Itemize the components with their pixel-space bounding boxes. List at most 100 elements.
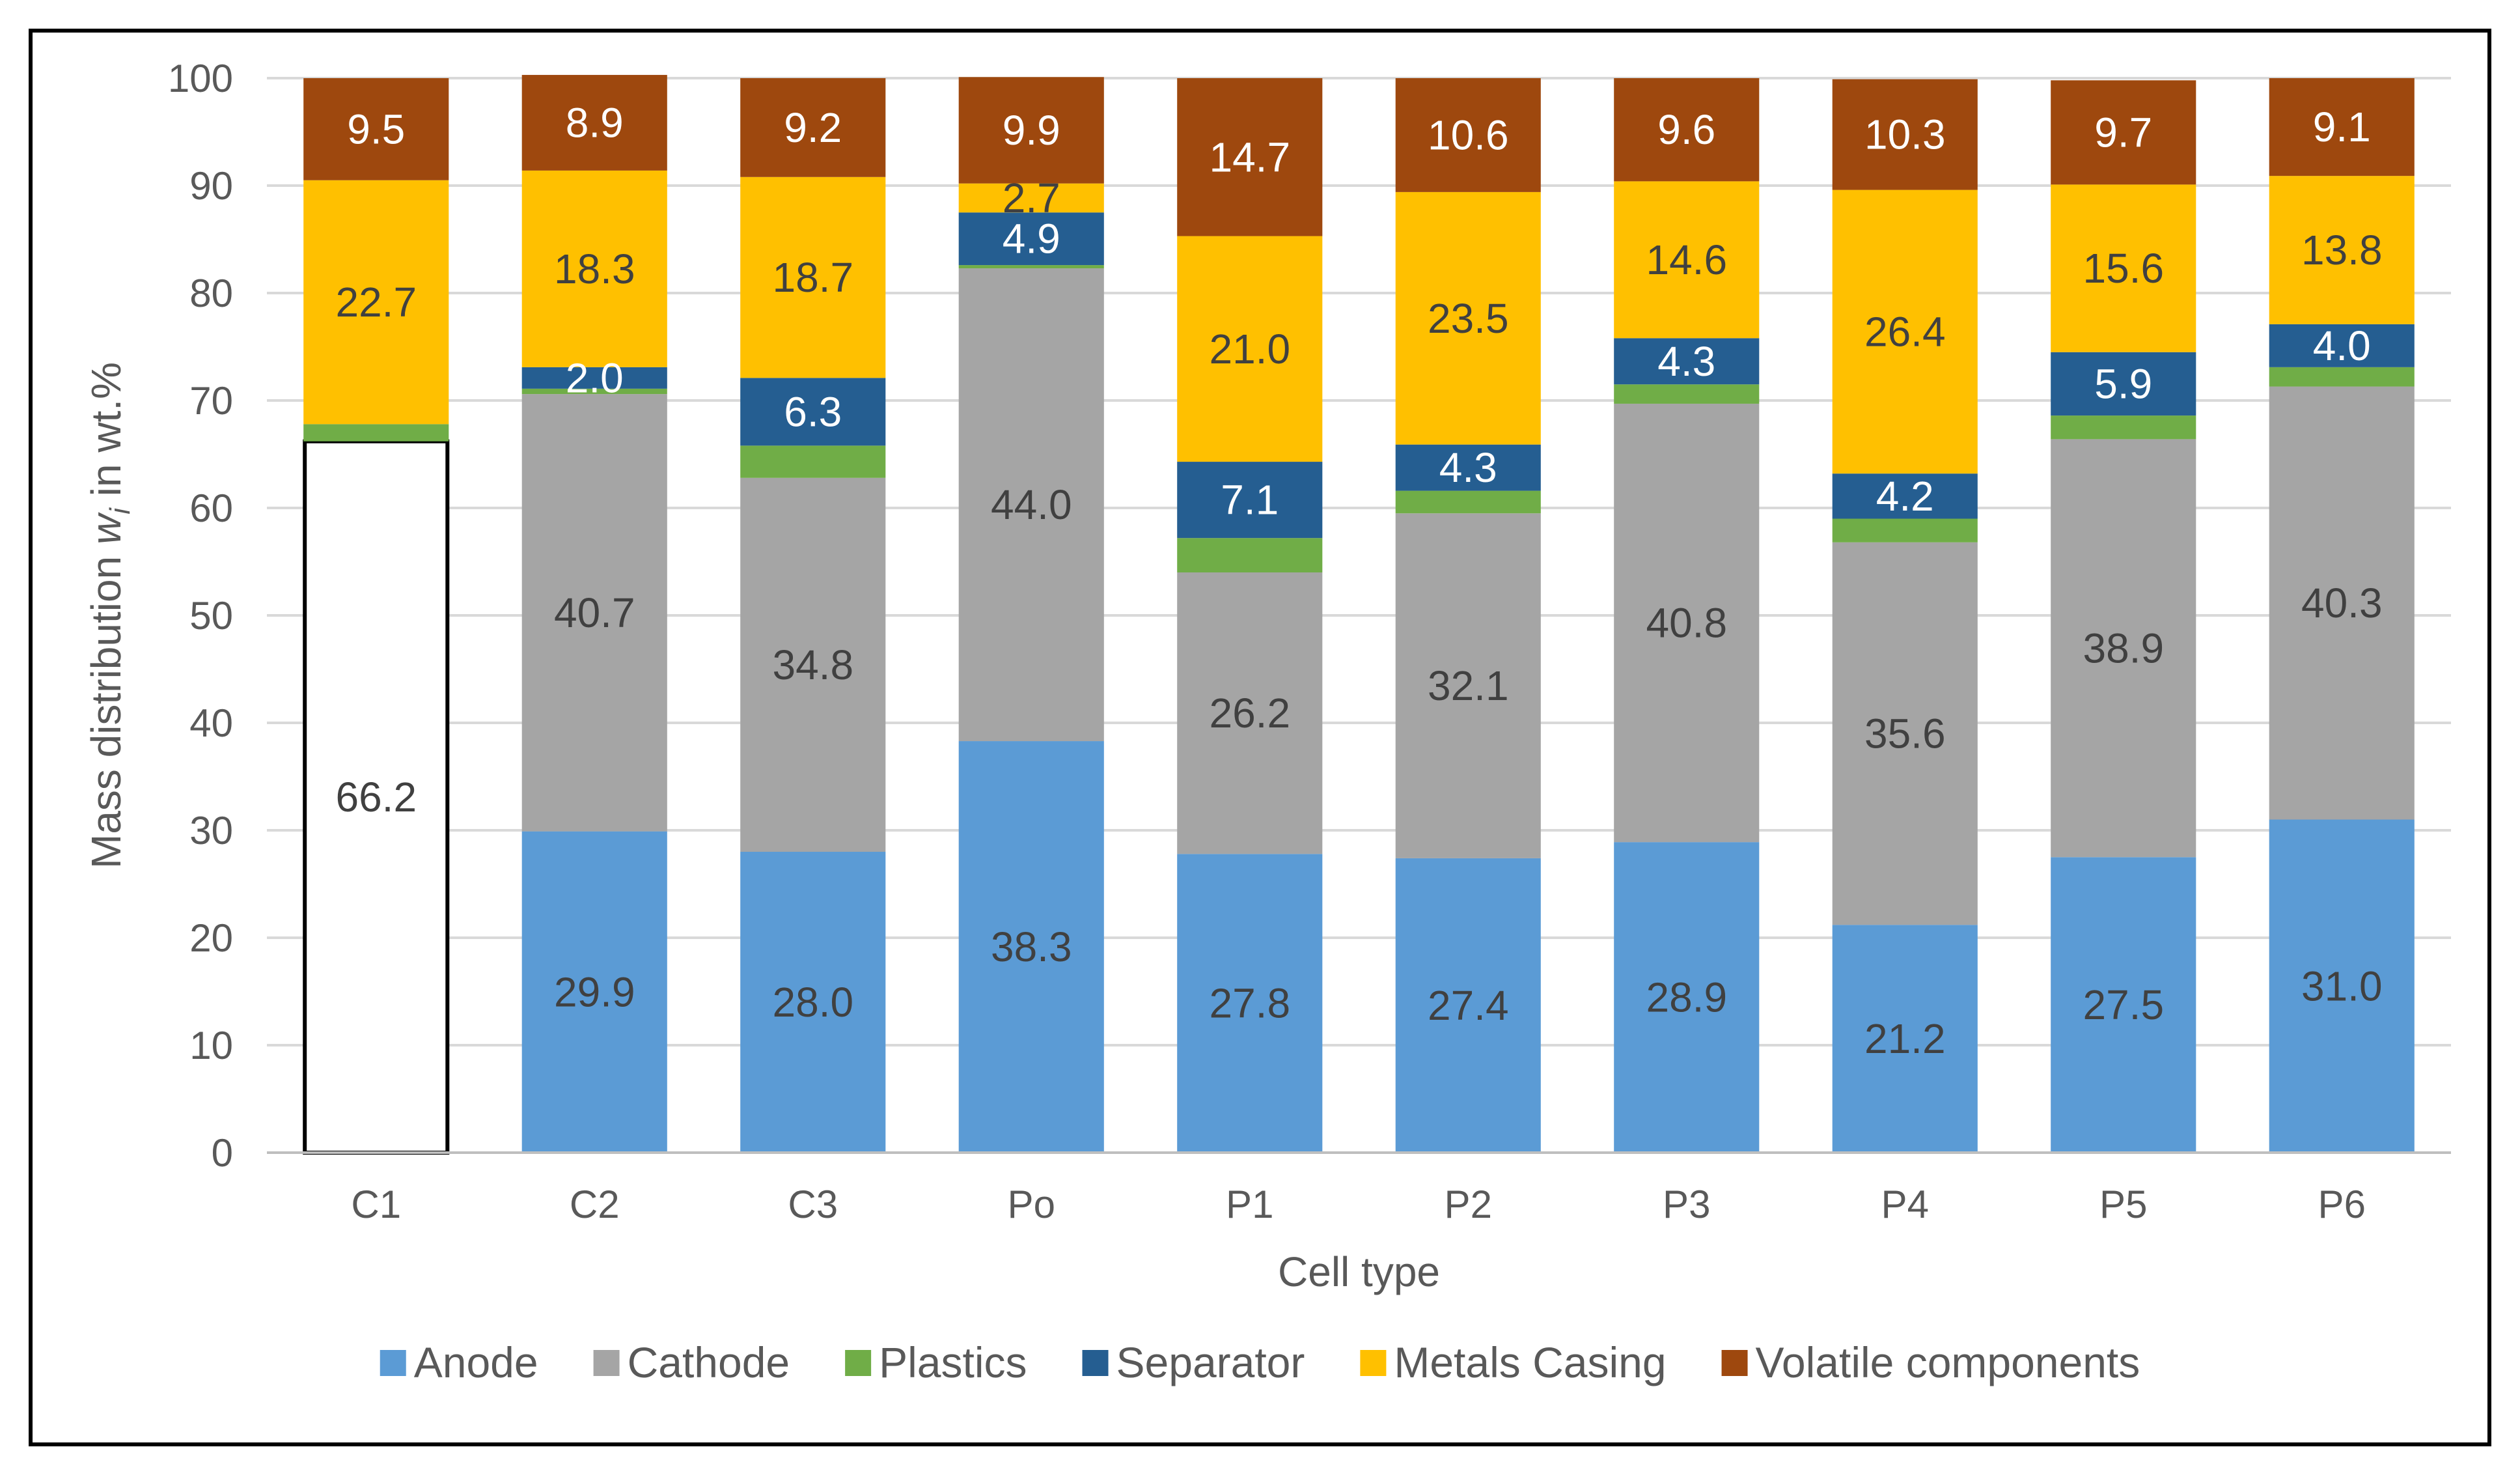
data-label: 40.7: [554, 589, 635, 636]
x-tick-label: P3: [1663, 1183, 1710, 1226]
legend-swatch: [1360, 1350, 1387, 1376]
bar-segment-metals-casing: [958, 183, 1104, 213]
bar-segment-plastics: [1614, 384, 1760, 404]
data-label: 27.4: [1428, 982, 1509, 1029]
x-tick-label: P2: [1445, 1183, 1492, 1226]
y-tick-label: 0: [212, 1131, 233, 1175]
bar-segment-volatile-components: [740, 78, 886, 177]
data-label: 31.0: [2301, 962, 2383, 1009]
bar-segment-volatile-components: [1395, 78, 1541, 192]
bar-segment-metals-casing: [2051, 184, 2196, 352]
bar-segment-plastics: [1832, 518, 1978, 542]
legend-label: Cathode: [628, 1338, 790, 1386]
bar-segment-plastics: [2269, 367, 2415, 387]
bar-segment-anode: [521, 831, 667, 1153]
bar-segment-volatile-components: [958, 77, 1104, 184]
data-label: 29.9: [554, 968, 635, 1015]
bar-segment-cathode: [2051, 439, 2196, 858]
data-label: 40.3: [2301, 580, 2383, 626]
bar-segment-separator: [2051, 352, 2196, 416]
data-label: 18.3: [554, 246, 635, 292]
data-label: 21.0: [1209, 326, 1290, 372]
data-label: 34.8: [772, 641, 853, 688]
legend-swatch: [380, 1350, 406, 1376]
data-label: 4.3: [1657, 338, 1715, 385]
data-label: 9.5: [347, 105, 405, 152]
bar-segment-metals-casing: [2269, 176, 2415, 324]
bar-segment-metals-casing: [740, 176, 886, 378]
data-labels: 66.2 22.7 9.5 29.9 40.7 2.0 18.3 8.9 28.0 34.8 6.3…: [335, 99, 2382, 1062]
data-label: 40.8: [1646, 600, 1727, 647]
bar-segment-metals-casing: [1395, 191, 1541, 445]
data-label: 14.6: [1646, 236, 1727, 283]
bar-segment-separator: [958, 212, 1104, 266]
y-tick-label: 60: [189, 486, 233, 530]
bar-segment-volatile-components: [2051, 80, 2196, 185]
bar-segment-metals-casing: [521, 170, 667, 367]
data-label: 10.6: [1428, 111, 1509, 158]
bar-segment-plastics: [2051, 415, 2196, 440]
bar-segment-plastics: [521, 388, 667, 395]
bar-segment-anode: [740, 852, 886, 1153]
bar-segment-cathode: [2269, 386, 2415, 820]
bar-segment-volatile-components: [1832, 79, 1978, 190]
bar-segment-plastics: [1395, 490, 1541, 514]
data-label: 5.9: [2094, 360, 2152, 407]
legend-swatch: [1721, 1350, 1748, 1376]
data-label: 8.9: [566, 99, 624, 146]
bar-segment-separator: [1395, 444, 1541, 491]
data-label: 32.1: [1428, 662, 1509, 709]
bar-segment-metals-casing: [303, 180, 449, 425]
bar-segment-metals-casing: [1177, 236, 1323, 462]
x-tick-label: P1: [1226, 1183, 1273, 1226]
legend-swatch: [593, 1350, 620, 1376]
bars: [303, 75, 2415, 1155]
legend-item: Metals Casing: [1360, 1338, 1667, 1386]
data-label: 27.8: [1209, 980, 1290, 1027]
bar-segment-separator: [1177, 462, 1323, 539]
data-label: 9.1: [2313, 104, 2371, 150]
bar-segment-separator: [1832, 473, 1978, 519]
y-tick-label: 90: [189, 164, 233, 208]
legend-item: Anode: [380, 1338, 538, 1386]
legend-item: Separator: [1082, 1338, 1305, 1386]
bar-segment-cathode: [1177, 572, 1323, 854]
data-label: 23.5: [1428, 295, 1509, 342]
data-label: 13.8: [2301, 227, 2383, 274]
x-tick-label: C3: [788, 1183, 838, 1226]
x-tick-label: Po: [1008, 1183, 1055, 1226]
bar-segment-plastics: [958, 265, 1104, 269]
legend-swatch: [1082, 1350, 1109, 1376]
bar-segment-plastics: [740, 445, 886, 478]
data-label: 38.3: [991, 923, 1072, 970]
y-tick-label: 40: [189, 701, 233, 745]
y-tick-label: 80: [189, 272, 233, 315]
bar-segment-anode: [1395, 858, 1541, 1153]
data-label: 6.3: [784, 388, 842, 435]
legend-label: Metals Casing: [1394, 1338, 1666, 1386]
data-label: 9.7: [2094, 109, 2152, 156]
data-label: 44.0: [991, 481, 1072, 528]
bar-segment-anode: [2051, 857, 2196, 1153]
bar-segment-separator: [521, 367, 667, 389]
bar-segment-anode: [1832, 925, 1978, 1153]
legend-label: Separator: [1116, 1338, 1305, 1386]
data-label: 7.1: [1221, 477, 1279, 524]
x-tick-label: C2: [570, 1183, 620, 1226]
y-tick-label: 10: [189, 1024, 233, 1067]
bar-segment-cathode: [521, 394, 667, 832]
data-label: 14.7: [1209, 133, 1290, 180]
y-tick-label: 50: [189, 594, 233, 638]
bar-segment-volatile-components: [2269, 78, 2415, 176]
data-label: 35.6: [1864, 710, 1946, 757]
x-tick-label: P4: [1881, 1183, 1929, 1226]
data-label: 22.7: [335, 279, 417, 326]
bar-segment-cathode: [1614, 403, 1760, 843]
bar-segment-cathode: [1832, 542, 1978, 925]
bar-segment-metals-casing: [1832, 190, 1978, 474]
bar-segment-anode: [958, 741, 1104, 1153]
data-label: 18.7: [772, 254, 853, 301]
data-label: 2.0: [566, 354, 624, 401]
bar-segment-volatile-components: [1614, 78, 1760, 182]
data-label: 21.2: [1864, 1015, 1946, 1062]
